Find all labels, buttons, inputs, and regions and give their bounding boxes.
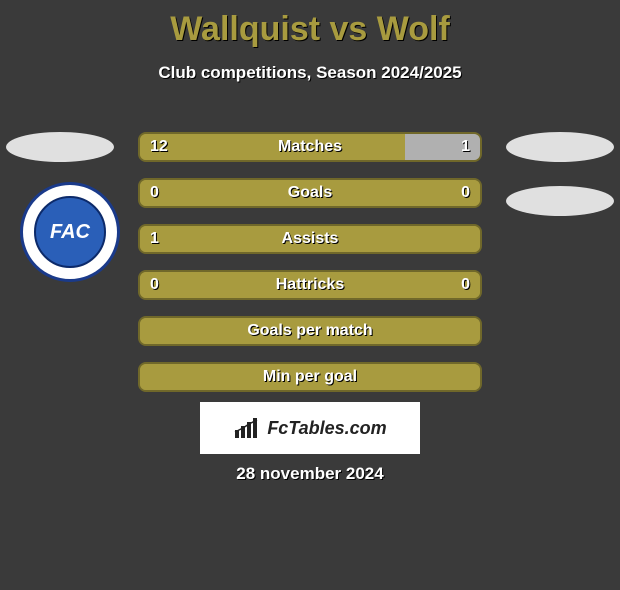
stat-value-right: 0 [461,184,470,202]
club-left-badge: FAC [20,182,120,282]
bar-chart-icon [233,418,261,438]
stat-value-right: 0 [461,276,470,294]
player-left-placeholder [6,132,114,162]
stat-label: Matches [140,138,480,156]
player-right-placeholder [506,132,614,162]
subtitle: Club competitions, Season 2024/2025 [0,63,620,83]
date-text: 28 november 2024 [0,464,620,484]
stats-bars: 12 Matches 1 0 Goals 0 1 Assists 0 Hattr… [138,132,482,408]
watermark-text: FcTables.com [267,418,386,439]
stat-bar-assists: 1 Assists [138,224,482,254]
stat-bar-goals-per-match: Goals per match [138,316,482,346]
page-title: Wallquist vs Wolf [0,10,620,49]
stat-bar-hattricks: 0 Hattricks 0 [138,270,482,300]
stat-label: Goals per match [140,322,480,340]
stat-bar-min-per-goal: Min per goal [138,362,482,392]
stat-label: Hattricks [140,276,480,294]
stat-label: Goals [140,184,480,202]
club-right-placeholder [506,186,614,216]
club-left-badge-text: FAC [34,196,106,268]
stat-value-right: 1 [461,138,470,156]
stat-bar-matches: 12 Matches 1 [138,132,482,162]
stat-label: Min per goal [140,368,480,386]
watermark: FcTables.com [200,402,420,454]
stat-bar-goals: 0 Goals 0 [138,178,482,208]
stat-label: Assists [140,230,480,248]
